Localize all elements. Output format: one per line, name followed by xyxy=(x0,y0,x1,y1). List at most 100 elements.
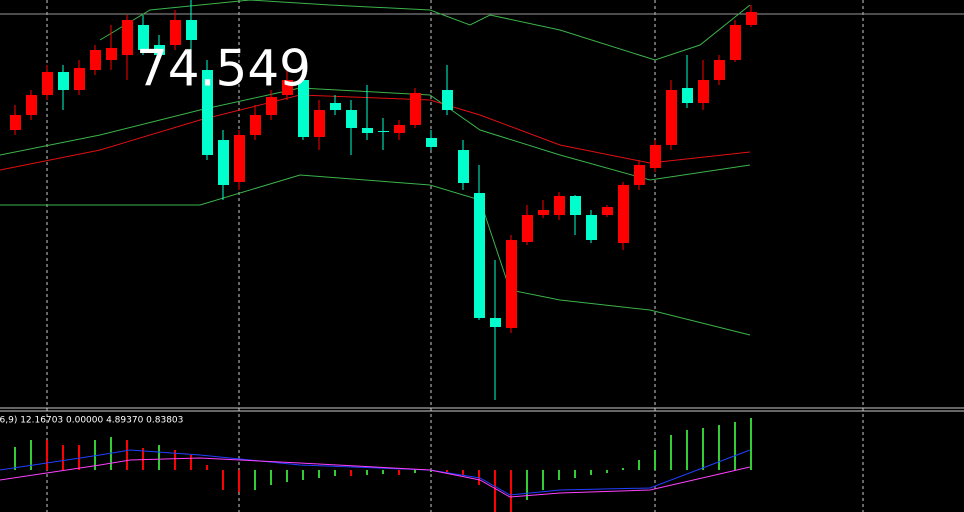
candle-body xyxy=(106,48,117,60)
candle-body xyxy=(618,185,629,243)
histogram-bar xyxy=(334,470,336,476)
candle-body xyxy=(298,80,309,137)
candle-body xyxy=(90,50,101,70)
histogram-bar xyxy=(590,470,592,475)
candle-body xyxy=(426,138,437,147)
candle-body xyxy=(410,93,421,125)
candle-body xyxy=(266,97,277,115)
candle-body xyxy=(74,68,85,90)
histogram-bar xyxy=(254,470,256,490)
candle-body xyxy=(362,128,373,133)
histogram-bar xyxy=(526,470,528,500)
histogram-bar xyxy=(686,430,688,470)
indicator-line xyxy=(0,174,751,336)
histogram-bar xyxy=(414,470,416,473)
histogram-bar xyxy=(446,470,448,472)
histogram-bar xyxy=(494,470,496,512)
candle-body xyxy=(682,88,693,103)
candle-body xyxy=(394,125,405,133)
candle-body xyxy=(522,215,533,242)
candle-body xyxy=(234,135,245,182)
histogram-bar xyxy=(286,470,288,482)
histogram-bar xyxy=(126,440,128,470)
histogram-bar xyxy=(142,448,144,470)
histogram-bar xyxy=(238,470,240,492)
candle-body xyxy=(650,145,661,168)
histogram-bar xyxy=(78,445,80,470)
candle-body xyxy=(186,20,197,40)
histogram-bar xyxy=(462,470,464,475)
candle-body xyxy=(314,110,325,137)
histogram-bar xyxy=(206,465,208,470)
histogram-bar xyxy=(270,470,272,485)
histogram-bar xyxy=(46,440,48,470)
histogram-bar xyxy=(670,435,672,470)
candle-body xyxy=(346,110,357,128)
histogram-bar xyxy=(302,470,304,480)
candle-body xyxy=(218,140,229,185)
candle-body xyxy=(138,25,149,50)
indicator-line xyxy=(99,0,751,61)
candle-body xyxy=(714,60,725,80)
candle-body xyxy=(442,90,453,110)
candle-body xyxy=(730,25,741,60)
candle-body xyxy=(122,20,133,55)
histogram-bar xyxy=(318,470,320,478)
candle-body xyxy=(58,72,69,90)
candle-body xyxy=(666,90,677,145)
indicator-line xyxy=(0,94,751,171)
price-label: 74.549 xyxy=(136,40,311,98)
candle-body xyxy=(746,12,757,25)
histogram-bar xyxy=(510,470,512,512)
histogram-bar xyxy=(398,470,400,475)
candle-body xyxy=(586,215,597,240)
histogram-bar xyxy=(558,470,560,480)
histogram-bar xyxy=(718,425,720,470)
indicator-line xyxy=(0,457,751,498)
candle-body xyxy=(154,45,165,55)
candle-body xyxy=(602,207,613,215)
histogram-bar xyxy=(14,447,16,470)
histogram-bar xyxy=(574,470,576,478)
candle-body xyxy=(26,95,37,115)
indicator-line xyxy=(0,449,751,496)
histogram-bar xyxy=(174,450,176,470)
indicator-label: (6,9) 12.16703 0.00000 4.89370 0.83803 xyxy=(0,416,183,426)
candle-body xyxy=(538,210,549,215)
candle-body xyxy=(570,196,581,215)
candle-body xyxy=(698,80,709,103)
candle-body xyxy=(282,80,293,95)
histogram-bar xyxy=(430,470,432,472)
histogram-bar xyxy=(382,470,384,474)
candle-body xyxy=(330,103,341,110)
candle-body xyxy=(378,131,389,132)
candle-body xyxy=(458,150,469,183)
candle-body xyxy=(490,318,501,327)
candle-body xyxy=(250,115,261,135)
candle-body xyxy=(474,193,485,318)
candle-body xyxy=(10,115,21,130)
candle-body xyxy=(42,72,53,95)
histogram-bar xyxy=(62,445,64,470)
histogram-bar xyxy=(30,440,32,470)
histogram-bar xyxy=(542,470,544,490)
histogram-bar xyxy=(606,470,608,473)
histogram-bar xyxy=(622,468,624,470)
indicator-line xyxy=(0,87,751,181)
histogram-bar xyxy=(702,428,704,470)
histogram-bar xyxy=(158,445,160,470)
histogram-bar xyxy=(366,470,368,475)
histogram-bar xyxy=(190,455,192,470)
candle-body xyxy=(634,165,645,185)
candle-body xyxy=(506,240,517,328)
histogram-bar xyxy=(654,450,656,470)
histogram-bar xyxy=(750,418,752,470)
histogram-bar xyxy=(94,440,96,470)
histogram-bar xyxy=(734,422,736,470)
candle-body xyxy=(170,20,181,45)
candle-body xyxy=(554,196,565,215)
candle-body xyxy=(202,70,213,155)
histogram-bar xyxy=(638,460,640,470)
histogram-bar xyxy=(350,470,352,476)
